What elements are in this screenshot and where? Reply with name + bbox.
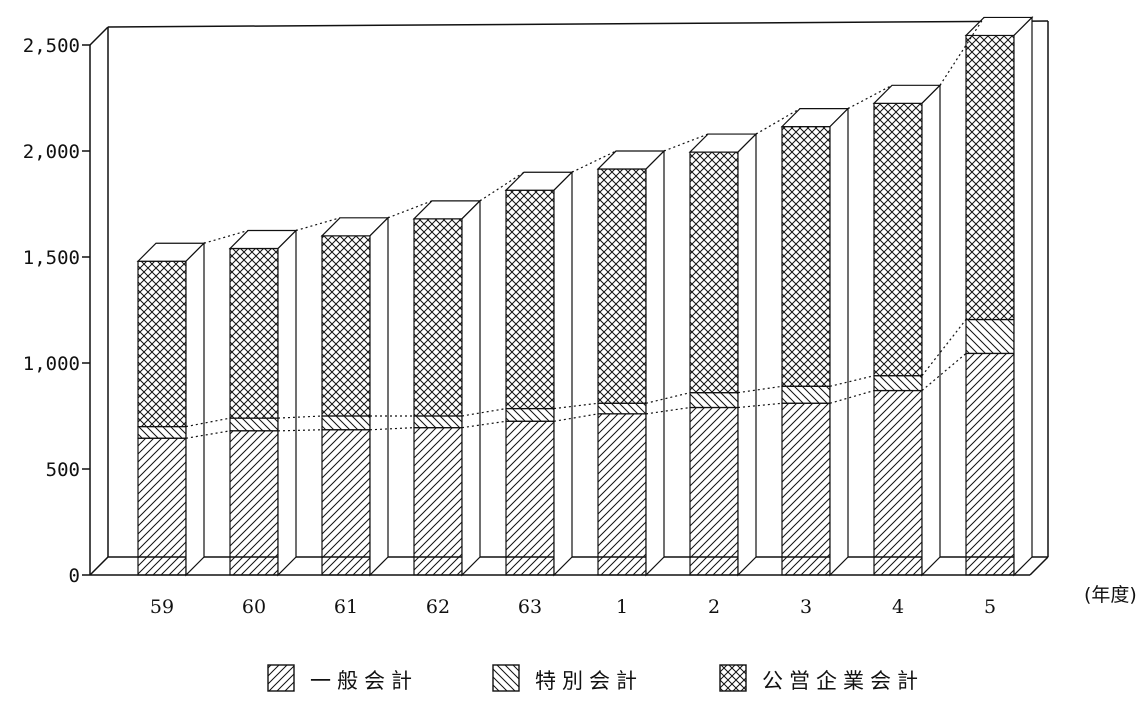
bar-segment — [873, 102, 923, 377]
legend-label: 特別会計 — [535, 669, 643, 693]
bar-side-face — [645, 149, 665, 577]
x-category-label: 60 — [242, 596, 266, 618]
bar-segment — [321, 235, 371, 417]
bar-side-face — [737, 132, 757, 577]
floor-right-edge — [1029, 556, 1049, 576]
y-tick-label: 2,000 — [23, 141, 80, 163]
bar-side-face — [461, 199, 481, 577]
x-category-label: 59 — [150, 596, 174, 618]
trend-line-total — [847, 84, 893, 110]
legend-label: 一般会計 — [310, 669, 418, 693]
bar-segment — [505, 189, 555, 410]
y-tick-label: 500 — [46, 459, 80, 481]
bar-segment — [781, 402, 831, 576]
bar-segment — [965, 34, 1015, 321]
legend-swatch — [719, 664, 747, 692]
back-wall-top-edge — [107, 20, 1049, 28]
bar-segment — [229, 430, 279, 576]
x-category-label: 5 — [984, 596, 996, 618]
x-axis-labels: 59 60 61 62 63 1 2 3 4 5 (年度) — [150, 584, 1137, 618]
bar-segment — [597, 168, 647, 404]
y-axis-ticks: 0 500 1,000 1,500 2,000 2,500 — [23, 35, 90, 587]
legend: 一般会計 特別会計 公営企業会計 — [267, 664, 924, 693]
bar-segment — [873, 375, 923, 392]
x-category-label: 63 — [518, 596, 542, 618]
bar-segment — [413, 415, 463, 429]
trend-line-special — [921, 319, 967, 377]
frame-top-join — [89, 26, 109, 46]
bar-segment — [321, 429, 371, 576]
bar-segment — [137, 260, 187, 428]
bar-segment — [781, 385, 831, 404]
x-category-label: 3 — [800, 596, 812, 618]
trend-line-special — [553, 402, 599, 410]
trend-line-special — [277, 415, 323, 419]
y-tick-label: 2,500 — [23, 35, 80, 57]
trend-line-total — [571, 150, 617, 173]
bar-segment — [505, 407, 555, 422]
trend-line-total — [479, 171, 525, 202]
bar-segment — [873, 389, 923, 576]
x-category-label: 61 — [334, 596, 358, 618]
bar-side-face — [829, 107, 849, 577]
y-tick-label: 1,000 — [23, 353, 80, 375]
legend-swatch — [267, 664, 295, 692]
bar-segment — [229, 417, 279, 432]
bar-side-face — [553, 170, 573, 577]
trend-line-total — [939, 17, 985, 86]
trend-line-general — [737, 402, 783, 409]
bar-segment — [689, 392, 739, 409]
bar-segment — [137, 426, 187, 439]
bar-side-face — [921, 83, 941, 577]
bar-segment — [505, 420, 555, 576]
x-category-label: 62 — [426, 596, 450, 618]
bar-segment — [965, 318, 1015, 355]
bar-side-face — [185, 241, 205, 577]
trend-line-general — [277, 429, 323, 432]
trend-line-general — [369, 427, 415, 431]
bars — [136, 16, 1034, 577]
legend-label: 公営企業会計 — [762, 669, 924, 693]
x-category-label: 4 — [892, 596, 904, 618]
bar-segment — [689, 406, 739, 576]
x-category-label: 2 — [708, 596, 720, 618]
bar-segment — [413, 218, 463, 417]
legend-swatch — [492, 664, 520, 692]
bar-segment — [321, 415, 371, 431]
y-tick-label: 1,500 — [23, 247, 80, 269]
bar-side-face — [369, 216, 389, 577]
x-category-label: 1 — [616, 596, 628, 618]
dotted-trend-lines — [185, 17, 985, 439]
bar-segment — [137, 437, 187, 576]
x-axis-unit-label: (年度) — [1084, 584, 1137, 606]
bar-side-face — [1013, 16, 1033, 577]
bar-segment — [413, 427, 463, 576]
bar-side-face — [277, 229, 297, 577]
bar-segment — [781, 126, 831, 387]
bar-segment — [965, 352, 1015, 576]
bar-segment — [229, 247, 279, 419]
y-tick-label: 0 — [69, 565, 80, 587]
trend-line-total — [755, 108, 801, 135]
bar-segment — [689, 151, 739, 394]
bar-segment — [597, 402, 647, 415]
bar-segment — [597, 413, 647, 576]
